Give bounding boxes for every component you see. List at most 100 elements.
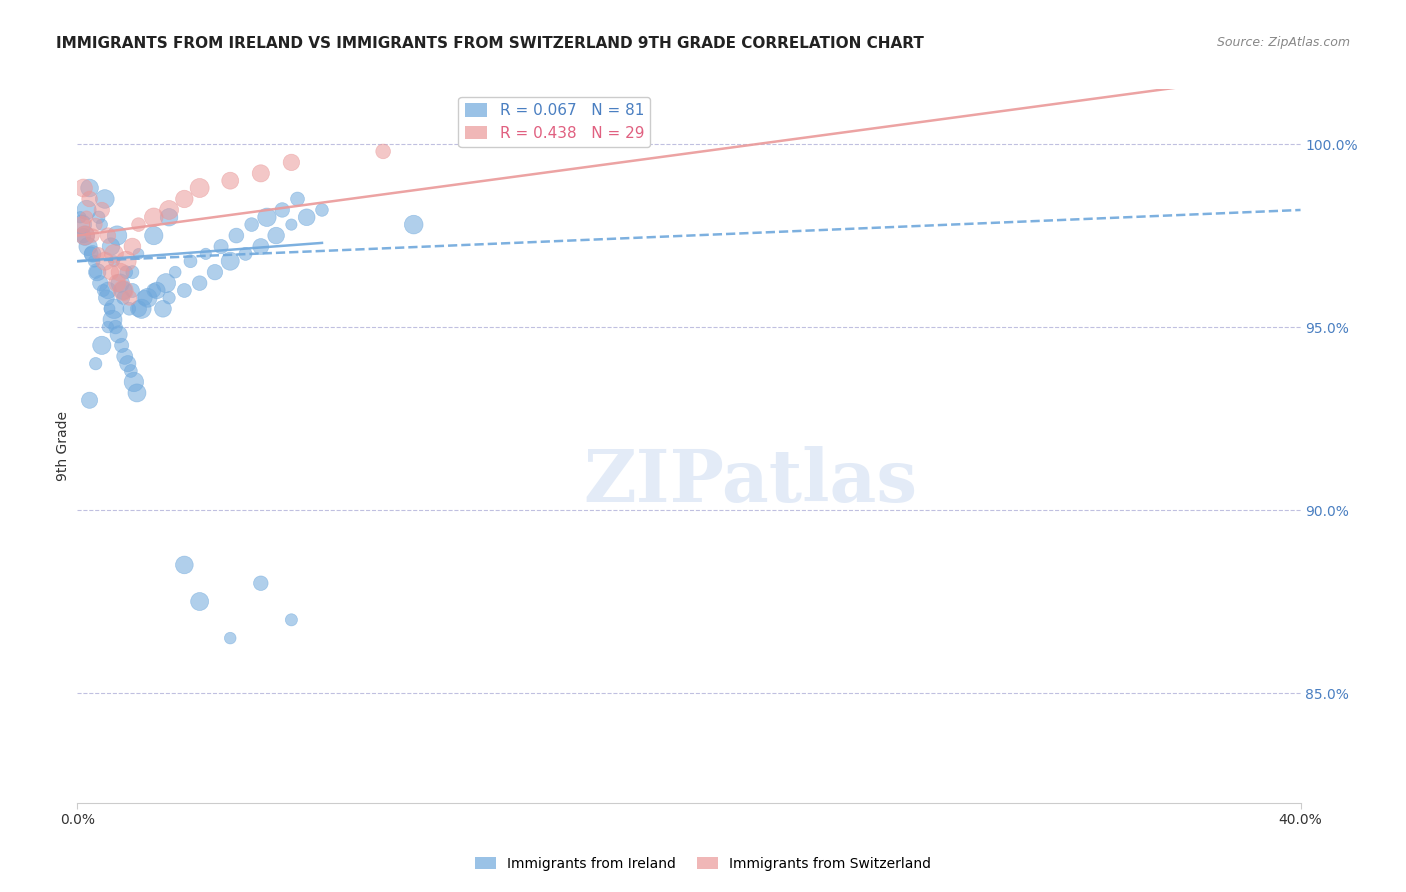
- Point: [86, 265, 108, 279]
- Point: [240, 218, 263, 232]
- Point: [250, 576, 273, 591]
- Y-axis label: 9th Grade: 9th Grade: [56, 411, 70, 481]
- Point: [264, 228, 287, 243]
- Point: [105, 276, 128, 290]
- Point: [79, 192, 101, 206]
- Point: [114, 349, 136, 363]
- Point: [73, 228, 96, 243]
- Point: [225, 228, 247, 243]
- Point: [142, 228, 165, 243]
- Point: [157, 202, 180, 217]
- Point: [76, 211, 98, 225]
- Point: [280, 155, 302, 169]
- Point: [617, 129, 640, 144]
- Point: [120, 364, 142, 378]
- Point: [105, 228, 128, 243]
- Point: [112, 284, 135, 298]
- Point: [173, 192, 195, 206]
- Point: [155, 276, 177, 290]
- Point: [103, 247, 125, 261]
- Point: [121, 284, 143, 298]
- Point: [111, 338, 134, 352]
- Point: [280, 218, 302, 232]
- Point: [89, 276, 111, 290]
- Point: [100, 239, 122, 253]
- Point: [82, 228, 104, 243]
- Point: [235, 247, 257, 261]
- Point: [219, 174, 242, 188]
- Point: [157, 211, 180, 225]
- Point: [107, 327, 129, 342]
- Point: [94, 254, 117, 268]
- Point: [72, 228, 94, 243]
- Point: [188, 181, 211, 195]
- Legend: Immigrants from Ireland, Immigrants from Switzerland: Immigrants from Ireland, Immigrants from…: [470, 851, 936, 876]
- Legend: R = 0.067   N = 81, R = 0.438   N = 29: R = 0.067 N = 81, R = 0.438 N = 29: [458, 97, 651, 147]
- Point: [287, 192, 309, 206]
- Point: [209, 239, 232, 253]
- Point: [165, 265, 187, 279]
- Point: [115, 265, 138, 279]
- Point: [311, 202, 333, 217]
- Point: [103, 301, 125, 316]
- Point: [79, 393, 101, 408]
- Point: [121, 239, 143, 253]
- Point: [125, 386, 148, 401]
- Point: [118, 301, 141, 316]
- Point: [131, 301, 153, 316]
- Point: [83, 254, 105, 268]
- Point: [97, 320, 120, 334]
- Point: [173, 284, 195, 298]
- Point: [82, 247, 104, 261]
- Point: [101, 312, 124, 326]
- Point: [104, 320, 127, 334]
- Point: [128, 218, 150, 232]
- Point: [250, 166, 273, 180]
- Point: [118, 291, 141, 305]
- Point: [90, 218, 112, 232]
- Point: [136, 291, 159, 305]
- Point: [115, 254, 138, 268]
- Point: [194, 247, 217, 261]
- Point: [179, 254, 201, 268]
- Point: [97, 284, 120, 298]
- Point: [100, 265, 122, 279]
- Point: [108, 265, 131, 279]
- Point: [108, 276, 131, 290]
- Point: [98, 301, 121, 316]
- Text: IMMIGRANTS FROM IRELAND VS IMMIGRANTS FROM SWITZERLAND 9TH GRADE CORRELATION CHA: IMMIGRANTS FROM IRELAND VS IMMIGRANTS FR…: [56, 36, 924, 51]
- Point: [72, 181, 94, 195]
- Point: [280, 613, 302, 627]
- Point: [122, 375, 145, 389]
- Point: [76, 202, 98, 217]
- Point: [79, 181, 101, 195]
- Point: [90, 202, 112, 217]
- Point: [146, 284, 169, 298]
- Point: [295, 211, 318, 225]
- Point: [73, 228, 96, 243]
- Point: [188, 276, 211, 290]
- Point: [70, 218, 93, 232]
- Point: [219, 254, 242, 268]
- Point: [128, 301, 150, 316]
- Point: [87, 247, 110, 261]
- Point: [90, 338, 112, 352]
- Point: [402, 218, 425, 232]
- Point: [250, 239, 273, 253]
- Point: [188, 594, 211, 608]
- Point: [69, 211, 91, 225]
- Point: [94, 192, 117, 206]
- Point: [173, 558, 195, 572]
- Point: [204, 265, 226, 279]
- Point: [96, 291, 118, 305]
- Point: [70, 218, 93, 232]
- Point: [103, 254, 125, 268]
- Point: [256, 211, 278, 225]
- Point: [117, 357, 139, 371]
- Point: [157, 291, 180, 305]
- Point: [134, 291, 156, 305]
- Text: ZIPatlas: ZIPatlas: [583, 446, 917, 517]
- Point: [77, 239, 100, 253]
- Point: [121, 265, 143, 279]
- Point: [80, 247, 103, 261]
